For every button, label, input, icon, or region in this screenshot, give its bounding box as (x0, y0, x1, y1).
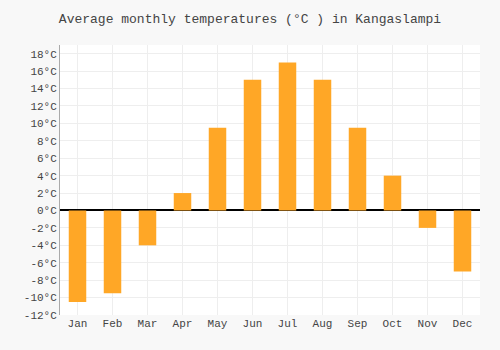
svg-text:-12°C: -12°C (24, 310, 57, 322)
svg-text:Nov: Nov (418, 318, 438, 330)
svg-text:-8°C: -8°C (30, 275, 57, 287)
svg-text:18°C: 18°C (30, 49, 57, 61)
svg-text:6°C: 6°C (37, 153, 57, 165)
svg-text:12°C: 12°C (30, 101, 57, 113)
svg-text:Feb: Feb (103, 318, 123, 330)
svg-text:0°C: 0°C (37, 205, 57, 217)
svg-text:-10°C: -10°C (24, 292, 57, 304)
svg-text:Jun: Jun (243, 318, 263, 330)
svg-text:Dec: Dec (453, 318, 473, 330)
svg-text:-4°C: -4°C (30, 240, 57, 252)
svg-text:14°C: 14°C (30, 83, 57, 95)
svg-text:8°C: 8°C (37, 136, 57, 148)
svg-text:10°C: 10°C (30, 118, 57, 130)
svg-text:Apr: Apr (173, 318, 193, 330)
svg-text:May: May (208, 318, 228, 330)
svg-text:Aug: Aug (313, 318, 333, 330)
svg-text:Mar: Mar (138, 318, 158, 330)
svg-text:Jan: Jan (68, 318, 88, 330)
svg-text:2°C: 2°C (37, 188, 57, 200)
svg-text:Average monthly temperatures (: Average monthly temperatures (°C ) in Ka… (59, 12, 441, 27)
svg-text:Jul: Jul (278, 318, 298, 330)
svg-text:16°C: 16°C (30, 66, 57, 78)
svg-text:-6°C: -6°C (30, 258, 57, 270)
svg-text:Oct: Oct (383, 318, 403, 330)
svg-text:Sep: Sep (348, 318, 368, 330)
svg-text:4°C: 4°C (37, 171, 57, 183)
svg-text:-2°C: -2°C (30, 223, 57, 235)
